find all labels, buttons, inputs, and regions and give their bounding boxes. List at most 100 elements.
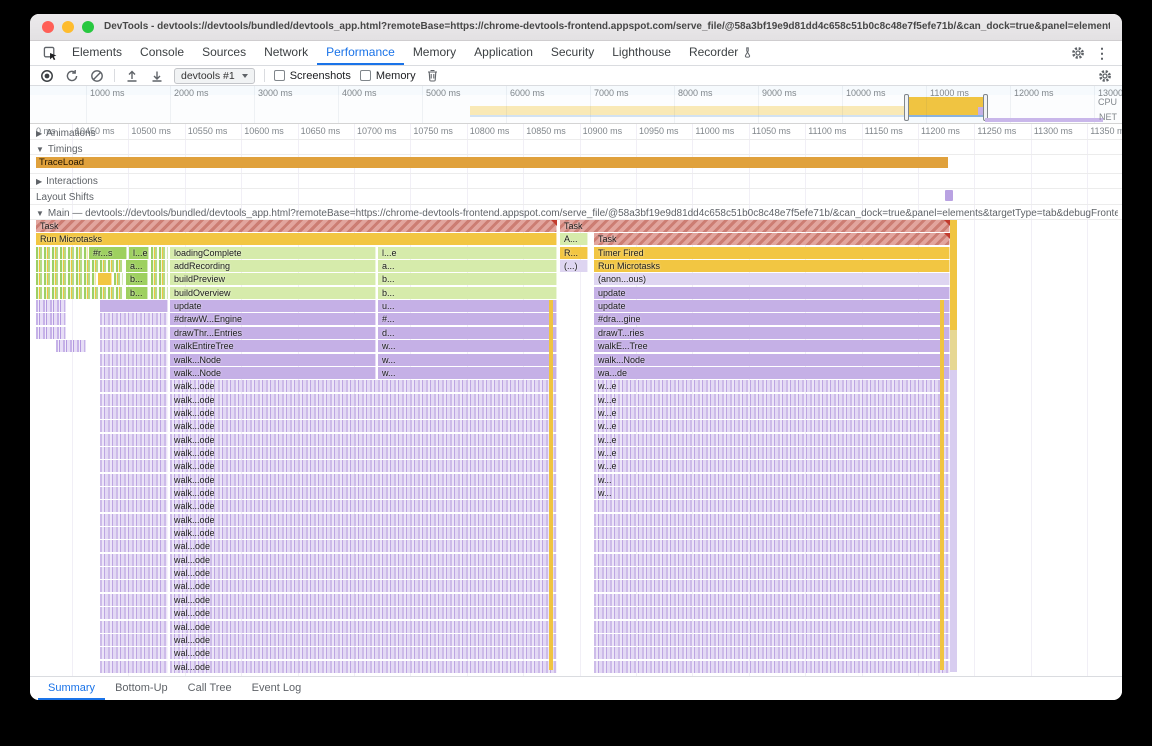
flame-bar[interactable] <box>100 354 168 366</box>
flame-bar-#dra-gine[interactable]: #dra...gine <box>594 313 950 325</box>
flame-bar-wal-ode[interactable]: wal...ode <box>170 621 557 633</box>
flame-bar[interactable] <box>36 247 88 259</box>
flame-bar[interactable] <box>100 434 168 446</box>
flame-bar[interactable] <box>100 634 168 646</box>
flame-bar-(anon-ous)[interactable]: (anon...ous) <box>594 273 950 285</box>
flame-bar-task[interactable]: Task <box>560 220 950 232</box>
flame-bar-a-[interactable]: a... <box>126 260 148 272</box>
track-animations[interactable]: ▶ Animations <box>36 128 96 139</box>
flame-bar-w-[interactable]: w... <box>378 354 557 366</box>
flame-bar[interactable] <box>100 447 168 459</box>
tab-lighthouse[interactable]: Lighthouse <box>603 41 680 65</box>
tab-console[interactable]: Console <box>131 41 193 65</box>
flame-bar-b-[interactable]: b... <box>126 287 148 299</box>
flame-bar-wal-ode[interactable]: wal...ode <box>170 634 557 646</box>
flame-bar[interactable] <box>98 273 112 285</box>
flame-bar[interactable] <box>151 247 168 259</box>
flame-bar[interactable] <box>100 300 168 312</box>
track-timings[interactable]: ▼ Timings <box>36 144 83 155</box>
flame-bar-walk-ode[interactable]: walk...ode <box>170 500 557 512</box>
flame-bar[interactable] <box>100 367 168 379</box>
memory-checkbox[interactable]: Memory <box>359 70 416 82</box>
flame-bar[interactable] <box>594 500 950 512</box>
clear-button[interactable] <box>89 68 105 84</box>
flame-bar-drawthr-entries[interactable]: drawThr...Entries <box>170 327 376 339</box>
tab-application[interactable]: Application <box>465 41 542 65</box>
flame-bar[interactable] <box>100 567 168 579</box>
flame-bar[interactable] <box>100 327 168 339</box>
flame-bar-update[interactable]: update <box>594 300 950 312</box>
flame-bar[interactable] <box>100 500 168 512</box>
flame-bar[interactable] <box>594 621 950 633</box>
flame-bar-#-[interactable]: #... <box>378 313 557 325</box>
flame-bar-walk-node[interactable]: walk...Node <box>170 354 376 366</box>
flame-bar[interactable] <box>100 313 168 325</box>
flame-bar-#draww-engine[interactable]: #drawW...Engine <box>170 313 376 325</box>
flame-bar-drawt-ries[interactable]: drawT...ries <box>594 327 950 339</box>
flame-bar[interactable] <box>594 514 950 526</box>
flame-bar[interactable] <box>594 527 950 539</box>
flame-bar[interactable] <box>100 474 168 486</box>
flame-bar[interactable] <box>594 594 950 606</box>
flame-chart[interactable]: ▶ Animations ▼ Timings TraceLoad ▶ Inter… <box>30 124 1122 676</box>
flame-bar-buildpreview[interactable]: buildPreview <box>170 273 376 285</box>
details-tab-summary[interactable]: Summary <box>38 677 106 700</box>
flame-bar[interactable] <box>100 580 168 592</box>
save-profile-button[interactable] <box>149 68 165 84</box>
flame-bar[interactable] <box>594 634 950 646</box>
flame-bar[interactable] <box>36 327 66 339</box>
more-options-icon[interactable]: ⋮ <box>1095 44 1109 61</box>
flame-bar-wal-ode[interactable]: wal...ode <box>170 607 557 619</box>
details-tab-event-log[interactable]: Event Log <box>251 681 302 694</box>
flame-bar-#r-s[interactable]: #r...s <box>89 247 127 259</box>
flame-bar-walke-tree[interactable]: walkE...Tree <box>594 340 950 352</box>
flame-bar-w-e[interactable]: w...e <box>594 380 950 392</box>
tab-recorder[interactable]: Recorder <box>680 41 762 65</box>
flame-bar-loadingcomplete[interactable]: loadingComplete <box>170 247 376 259</box>
flame-bar[interactable] <box>36 273 96 285</box>
flame-bar[interactable] <box>100 394 168 406</box>
details-tab-bottom-up[interactable]: Bottom-Up <box>115 681 168 694</box>
settings-gear-icon[interactable] <box>1066 41 1090 65</box>
flame-bar-d-[interactable]: d... <box>378 327 557 339</box>
inspect-element-icon[interactable] <box>38 41 63 65</box>
flame-bar-walkentiretree[interactable]: walkEntireTree <box>170 340 376 352</box>
flame-bar-r-[interactable]: R... <box>560 247 588 259</box>
flame-bar[interactable] <box>100 407 168 419</box>
close-window-button[interactable] <box>42 21 54 33</box>
tab-sources[interactable]: Sources <box>193 41 255 65</box>
tab-security[interactable]: Security <box>542 41 603 65</box>
flame-bar-walk-node[interactable]: walk...Node <box>170 367 376 379</box>
flame-bar-walk-ode[interactable]: walk...ode <box>170 514 557 526</box>
flame-bar-(-)[interactable]: (...) <box>560 260 588 272</box>
flame-bar[interactable] <box>594 540 950 552</box>
flame-bar-a-[interactable]: A... <box>560 233 588 245</box>
flame-bar-w-e[interactable]: w...e <box>594 407 950 419</box>
flame-bar-run-microtasks[interactable]: Run Microtasks <box>594 260 950 272</box>
flame-bar[interactable] <box>594 580 950 592</box>
flame-bar-a-[interactable]: a... <box>378 260 557 272</box>
flame-bar-w-e[interactable]: w...e <box>594 460 950 472</box>
tab-performance[interactable]: Performance <box>317 41 404 65</box>
flame-bar[interactable] <box>594 647 950 659</box>
flame-bar[interactable] <box>594 607 950 619</box>
layout-shift-marker[interactable] <box>945 190 953 201</box>
flame-bar[interactable] <box>594 554 950 566</box>
flame-bar[interactable] <box>100 621 168 633</box>
flame-bar[interactable] <box>100 380 168 392</box>
reload-and-record-button[interactable] <box>64 68 80 84</box>
flame-bar[interactable] <box>100 340 168 352</box>
details-tab-call-tree[interactable]: Call Tree <box>187 681 232 694</box>
flame-bar[interactable] <box>100 487 168 499</box>
flame-bar-l-e[interactable]: l...e <box>378 247 557 259</box>
flame-bar-w-[interactable]: w... <box>378 340 557 352</box>
flame-bar[interactable] <box>100 540 168 552</box>
flame-bar-wal-ode[interactable]: wal...ode <box>170 580 557 592</box>
selection-handle-right[interactable] <box>983 94 988 121</box>
record-button[interactable] <box>39 68 55 84</box>
flame-bar[interactable] <box>594 567 950 579</box>
flame-bar-task[interactable]: Task <box>594 233 950 245</box>
tab-elements[interactable]: Elements <box>63 41 131 65</box>
flame-bar[interactable] <box>36 300 66 312</box>
flame-bar-walk-ode[interactable]: walk...ode <box>170 394 557 406</box>
